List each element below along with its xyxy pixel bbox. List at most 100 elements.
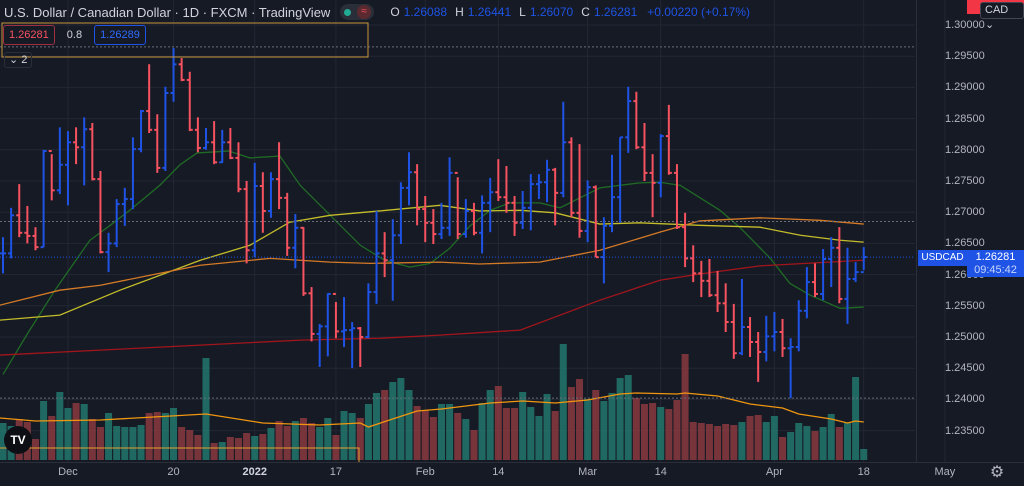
volume-bar	[413, 406, 421, 460]
volume-bar	[576, 379, 584, 460]
moving-averages	[0, 150, 864, 428]
time-tick-label: Feb	[415, 466, 435, 478]
volume-bar	[373, 393, 381, 460]
volume-bar	[665, 409, 673, 460]
high-key: H	[455, 5, 464, 19]
volume-bar	[429, 417, 437, 460]
volume-ma-line	[0, 392, 864, 428]
volume-bar	[405, 390, 413, 460]
volume-bar	[324, 418, 332, 460]
close-key: C	[581, 5, 590, 19]
symbol-tag: USDCAD	[918, 250, 967, 266]
volume-bar	[494, 386, 502, 460]
sell-button[interactable]: 1.26281	[3, 25, 55, 45]
volume-bar	[811, 431, 819, 460]
time-tick-label: 14	[654, 466, 667, 478]
time-tick-label: 2022	[242, 466, 267, 478]
volume-bar	[178, 427, 186, 460]
price-tick-label: 1.25000	[945, 331, 985, 343]
volume-bar	[770, 416, 778, 460]
moving-average-line	[2, 150, 864, 375]
time-tick-label: 18	[857, 466, 870, 478]
grid-lines	[0, 0, 946, 462]
rectangle-drawing	[1, 22, 369, 58]
price-tick-label: 1.30000	[945, 19, 985, 31]
low-value: 1.26070	[529, 5, 574, 19]
drawings[interactable]	[0, 22, 369, 462]
volume-bar	[389, 382, 397, 460]
volume-bar	[129, 427, 137, 460]
settings-gear-icon[interactable]: ⚙	[989, 464, 1005, 481]
volume-bar	[527, 407, 535, 460]
volume-bar	[340, 411, 348, 460]
price-tick-label: 1.29000	[945, 81, 985, 94]
currency-button[interactable]: CAD ⌄	[980, 2, 1024, 31]
volume-bar	[170, 408, 178, 460]
volume-bar	[31, 439, 39, 460]
volume-bar	[730, 425, 738, 460]
volume-bar	[803, 426, 811, 460]
ohlc-bars	[0, 48, 867, 399]
volume-bar	[640, 404, 648, 460]
volume-bar	[161, 413, 169, 460]
low-key: L	[519, 5, 526, 19]
volume-bar	[592, 390, 600, 460]
rectangle-drawing	[0, 447, 360, 462]
volume-bar	[364, 404, 372, 460]
volume-bar	[421, 410, 429, 460]
indicators-toggle[interactable]: ⌄ 2	[4, 52, 33, 68]
price-tick-label: 1.28500	[945, 112, 985, 125]
volume-bar	[511, 408, 519, 460]
volume-bar	[852, 377, 860, 460]
change-value: +0.00220 (+0.17%)	[647, 5, 751, 19]
volume-bar	[0, 423, 7, 460]
volume-bar	[624, 375, 632, 460]
volume-bar	[80, 404, 88, 460]
open-key: O	[390, 5, 400, 19]
time-tick-label: 14	[492, 466, 505, 478]
volume-bar	[48, 416, 56, 460]
volume-bar	[275, 421, 283, 460]
volume-bar	[827, 414, 835, 460]
spread-value: 0.8	[66, 29, 83, 41]
volume-bar	[486, 390, 494, 460]
ohlc-readout: O 1.26088 H 1.26441 L 1.26070 C 1.26281 +0.0…	[386, 5, 750, 19]
volume-bar	[608, 393, 616, 460]
volume-bar	[478, 403, 486, 460]
volume-bar	[705, 424, 713, 460]
close-value: 1.26281	[593, 5, 638, 19]
buy-button[interactable]: 1.26289	[94, 25, 146, 45]
volume-bar	[234, 438, 242, 460]
tradingview-logo[interactable]: TV	[4, 426, 32, 454]
price-axis[interactable]	[916, 0, 1024, 462]
volume-bar	[381, 390, 389, 460]
time-tick-label: Dec	[58, 466, 78, 478]
price-tick-label: 1.28000	[945, 143, 985, 156]
symbol-title[interactable]: U.S. Dollar / Canadian Dollar · 1D · FXC…	[4, 4, 331, 20]
market-status-pill[interactable]: ≈	[340, 4, 375, 20]
time-axis[interactable]	[0, 462, 1024, 486]
volume-bar	[105, 413, 113, 460]
volume-bar	[787, 432, 795, 460]
price-tick-label: 1.25500	[945, 299, 985, 312]
volume-bar	[567, 387, 575, 460]
volume-bar	[137, 425, 145, 460]
volume-bar	[470, 430, 478, 460]
volume-bar	[56, 392, 64, 460]
volume-bar	[738, 422, 746, 460]
moving-average-line	[0, 204, 864, 321]
volume-bar	[437, 404, 445, 460]
volume-bar	[779, 437, 787, 460]
volume-bar	[543, 394, 551, 460]
volume-bar	[535, 416, 543, 460]
volume-bar	[754, 415, 762, 460]
price-tick-label: 1.24000	[945, 393, 985, 406]
volume-bar	[446, 404, 454, 460]
volume-bar	[121, 427, 129, 460]
last-price: 1.26281	[975, 251, 1016, 263]
volume-bar	[722, 424, 730, 460]
volume-bar	[502, 408, 510, 460]
volume-bar	[681, 354, 689, 460]
last-price-tag: 1.26281 09:45:42	[967, 250, 1024, 277]
